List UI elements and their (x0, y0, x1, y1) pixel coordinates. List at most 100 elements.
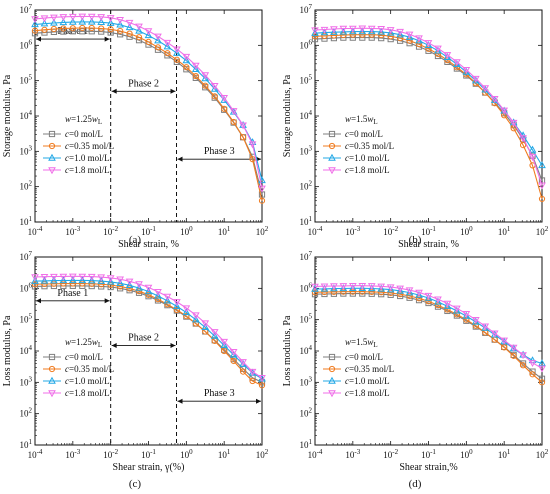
data-point (509, 119, 518, 127)
data-point (31, 20, 39, 28)
data-point (135, 26, 143, 34)
data-point (358, 27, 367, 35)
data-point (519, 142, 527, 149)
data-point (220, 338, 229, 346)
data-point (377, 283, 386, 291)
data-point (320, 284, 329, 292)
x-tick-label: 101 (218, 448, 231, 460)
data-point (60, 25, 67, 32)
data-point (311, 283, 319, 291)
y-tick-label: 105 (300, 313, 313, 325)
data-point (183, 312, 190, 320)
legend-entry: c=0.35 mol/L (65, 141, 114, 151)
data-point (367, 27, 376, 35)
data-point (239, 368, 247, 375)
data-point (144, 31, 153, 39)
data-point (173, 299, 181, 307)
phase-arrow-head (256, 398, 261, 404)
y-tick-label: 103 (300, 144, 313, 156)
data-point (50, 273, 58, 281)
phase-label: Phase 3 (204, 388, 235, 399)
data-point (538, 195, 546, 203)
x-tick-label: 10-3 (345, 448, 360, 460)
data-point (377, 26, 386, 33)
x-tick-label: 100 (460, 225, 473, 237)
data-point (97, 276, 106, 284)
legend-swatch-marker (328, 142, 336, 150)
data-point (311, 27, 319, 35)
phase-arrow-head (36, 36, 41, 42)
data-point (509, 344, 518, 352)
series-line-3 (34, 15, 263, 189)
x-tick-label: 10-4 (28, 225, 43, 237)
x-tick-label: 10-3 (345, 225, 360, 237)
phase-arrow-head (170, 342, 176, 348)
x-tick-label: 10-3 (65, 448, 80, 460)
data-point (144, 284, 153, 292)
y-tick-label: 102 (300, 180, 313, 192)
data-point (330, 26, 338, 34)
data-point (68, 273, 77, 281)
data-point (182, 53, 191, 61)
data-point (210, 84, 219, 92)
data-point (248, 368, 257, 376)
series-line-1 (34, 27, 263, 201)
phase-arrow-head (170, 88, 176, 94)
data-point (68, 13, 77, 21)
x-tick-label: 102 (536, 448, 549, 460)
data-point (79, 280, 86, 287)
data-point (434, 297, 442, 305)
legend-swatch-marker (328, 153, 336, 161)
data-point (210, 83, 219, 90)
data-point (367, 25, 376, 33)
chart-panel-b: 10-4 10-3 10-2 10-1 100 101 102 101 102 103 104 105… (282, 3, 549, 250)
phase-arrow-head (104, 298, 110, 304)
data-point (339, 283, 348, 291)
x-tick-label: 10-4 (308, 225, 323, 237)
data-point (519, 135, 527, 143)
data-point (97, 18, 106, 25)
y-tick-label: 106 (20, 281, 33, 293)
data-point (221, 347, 228, 355)
data-point (348, 283, 357, 290)
data-point (367, 283, 376, 291)
y-tick-label: 104 (20, 344, 33, 356)
x-tick-label: 10-4 (308, 448, 323, 460)
x-axis-label: Shear strain, γ(%) (113, 462, 185, 473)
data-point (40, 15, 49, 23)
data-point (69, 25, 76, 32)
data-point (31, 276, 39, 284)
data-point (210, 331, 219, 339)
data-point (481, 85, 490, 93)
legend-entry: c=1.8 mol/L (345, 388, 390, 398)
data-point (116, 276, 124, 284)
data-point (154, 33, 162, 41)
data-point (368, 290, 375, 297)
data-point (229, 108, 238, 116)
data-point (87, 276, 96, 284)
legend-entry: c=1.0 mol/L (65, 153, 110, 163)
x-tick-label: 102 (256, 448, 269, 460)
data-point (239, 359, 247, 367)
legend-entry: c=1.8 mol/L (65, 165, 110, 175)
series-line-1 (314, 34, 543, 200)
data-point (154, 289, 162, 296)
y-tick-label: 106 (300, 38, 313, 50)
data-point (415, 289, 423, 297)
y-tick-label: 107 (300, 3, 313, 15)
data-point (106, 15, 115, 23)
legend-title: w=1.5wL (345, 337, 378, 349)
data-point (68, 276, 77, 284)
data-point (230, 118, 237, 126)
legend-entry: c=0.35 mol/L (345, 141, 394, 151)
data-point (501, 344, 508, 351)
series-line-3 (34, 275, 263, 379)
data-point (78, 276, 87, 284)
legend-swatch-marker (48, 365, 56, 373)
data-point (154, 36, 162, 44)
data-point (258, 382, 266, 389)
data-point (330, 284, 338, 292)
y-tick-label: 105 (20, 74, 33, 86)
legend-swatch-marker (48, 130, 56, 138)
data-point (97, 274, 106, 282)
